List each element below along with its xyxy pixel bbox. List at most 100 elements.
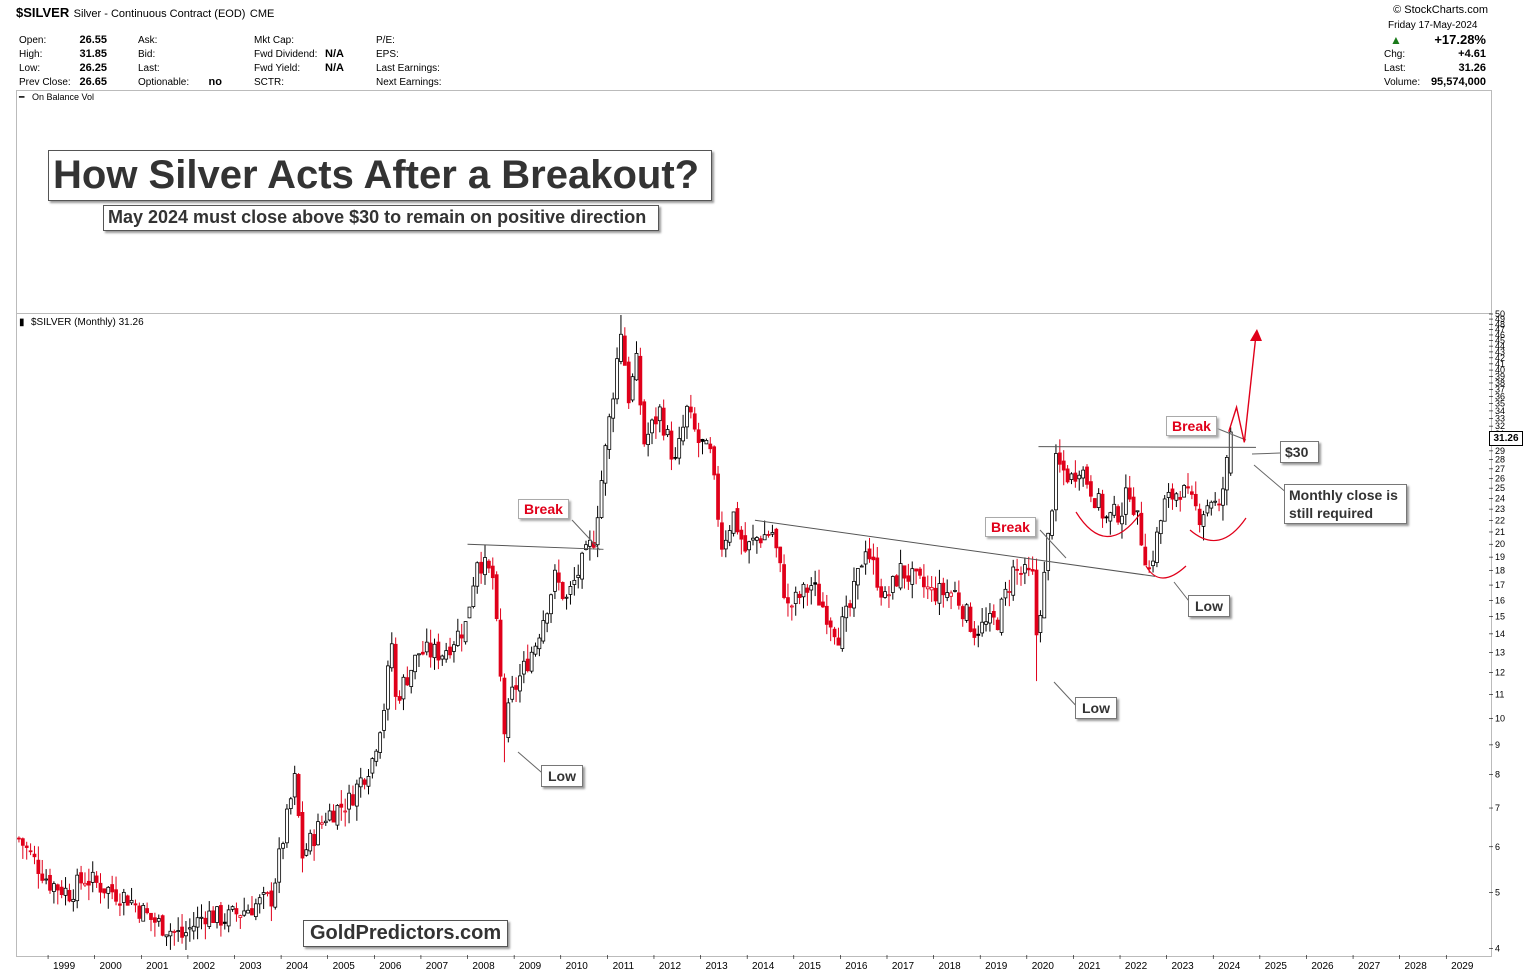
candle-body <box>222 921 227 924</box>
y-tick-label: 19 <box>1495 552 1505 562</box>
low-value: 26.25 <box>79 62 107 74</box>
low-label: Low: <box>19 63 41 74</box>
candle-body <box>1042 571 1047 619</box>
candle-body <box>669 430 674 460</box>
x-tick-label: 2022 <box>1125 961 1148 972</box>
candle-body <box>925 586 930 590</box>
callout-pointer <box>571 519 601 551</box>
symbol-line: $SILVER Silver - Continuous Contract (EO… <box>16 4 274 22</box>
candle-body <box>832 628 837 638</box>
fwd-dividend-label: Fwd Dividend: <box>254 49 318 60</box>
candle-body <box>863 551 868 565</box>
candle-body <box>1077 474 1082 480</box>
candle-body <box>219 905 223 926</box>
candle-body <box>883 591 887 598</box>
candle-body <box>688 406 693 413</box>
candle-body <box>366 776 371 787</box>
y-tick-label: 15 <box>1495 612 1505 622</box>
monthly-close-note: Monthly close is still required <box>1284 484 1407 524</box>
candle-body <box>405 677 410 686</box>
optionable-value: no <box>208 76 222 88</box>
candle-body <box>564 596 569 599</box>
candle-body <box>801 583 806 598</box>
candle-body <box>133 903 138 906</box>
y-tick-label: 25 <box>1495 483 1505 493</box>
candle-body <box>941 582 946 596</box>
candle-body <box>285 808 289 844</box>
sctr-label: SCTR: <box>254 77 284 88</box>
candle-body <box>991 611 996 618</box>
candle-body <box>692 413 697 430</box>
x-tick-label: 2002 <box>193 961 216 972</box>
candle-body <box>300 812 305 859</box>
candle-body <box>1089 481 1093 497</box>
candle-body <box>343 810 348 813</box>
low-label-2022: Low <box>1188 595 1230 617</box>
candle-body <box>335 805 340 826</box>
candles-layer <box>17 315 1233 950</box>
candle-body <box>766 533 771 536</box>
candle-body <box>758 538 763 544</box>
candle-body <box>755 537 759 541</box>
candle-body <box>972 628 977 638</box>
candle-body <box>1011 566 1016 596</box>
prev-close-label: Prev Close: <box>19 77 71 88</box>
candle-body <box>1193 493 1198 507</box>
candle-body <box>1190 491 1194 495</box>
candle-body <box>1034 569 1039 636</box>
candle-body <box>553 569 557 592</box>
candle-body <box>836 637 841 646</box>
candle-body <box>661 407 666 436</box>
high-value: 31.85 <box>79 48 107 60</box>
candle-body <box>840 616 845 649</box>
callout-pointer <box>1215 427 1247 441</box>
candle-body <box>323 820 328 824</box>
candle-body <box>351 794 355 806</box>
candle-body <box>995 619 1000 631</box>
candle-body <box>1112 503 1117 516</box>
candle-body <box>413 654 417 673</box>
candle-body <box>417 653 421 656</box>
candle-body <box>1085 466 1089 485</box>
x-tick-label: 2004 <box>286 961 309 972</box>
projection-arrowhead-icon <box>1249 328 1262 341</box>
symbol-description: Silver - Continuous Contract (EOD) <box>73 8 246 20</box>
candle-body <box>234 908 239 915</box>
candle-body <box>588 539 592 547</box>
y-tick-label: 23 <box>1495 504 1505 514</box>
candle-body <box>828 620 833 628</box>
candle-body <box>448 646 452 656</box>
candle-body <box>455 630 460 646</box>
obv-panel: ━ On Balance Vol <box>16 90 1492 313</box>
candle-body <box>1096 493 1101 508</box>
candle-body <box>490 565 495 579</box>
callout-pointer <box>1039 529 1067 559</box>
eps-label: EPS: <box>376 49 399 60</box>
candle-body <box>809 585 814 591</box>
candle-body <box>1007 591 1012 593</box>
candle-body <box>615 358 619 400</box>
candle-body <box>102 888 107 894</box>
candle-body <box>1019 572 1023 575</box>
x-tick-label: 2029 <box>1451 961 1474 972</box>
candle-body <box>292 773 297 798</box>
y-tick-label: 26 <box>1495 473 1505 483</box>
ask-label: Ask: <box>138 35 158 46</box>
y-tick-label: 9 <box>1495 740 1500 750</box>
candle-body <box>121 891 126 903</box>
candle-body <box>922 576 926 588</box>
trendline <box>754 519 1156 577</box>
candle-body <box>17 837 21 840</box>
candle-body <box>1174 493 1179 501</box>
watermark: GoldPredictors.com <box>303 920 509 947</box>
mkt-cap-label: Mkt Cap: <box>254 35 295 46</box>
candle-body <box>1155 531 1159 563</box>
candle-body <box>129 899 134 904</box>
y-tick-label: 5 <box>1495 888 1500 898</box>
candle-body <box>848 603 852 608</box>
monthly-close-line-1: Monthly close is <box>1289 487 1398 503</box>
x-tick-label: 2012 <box>659 961 682 972</box>
candle-body <box>250 908 254 916</box>
prev-close-value: 26.65 <box>79 76 107 88</box>
candle-body <box>521 660 526 675</box>
